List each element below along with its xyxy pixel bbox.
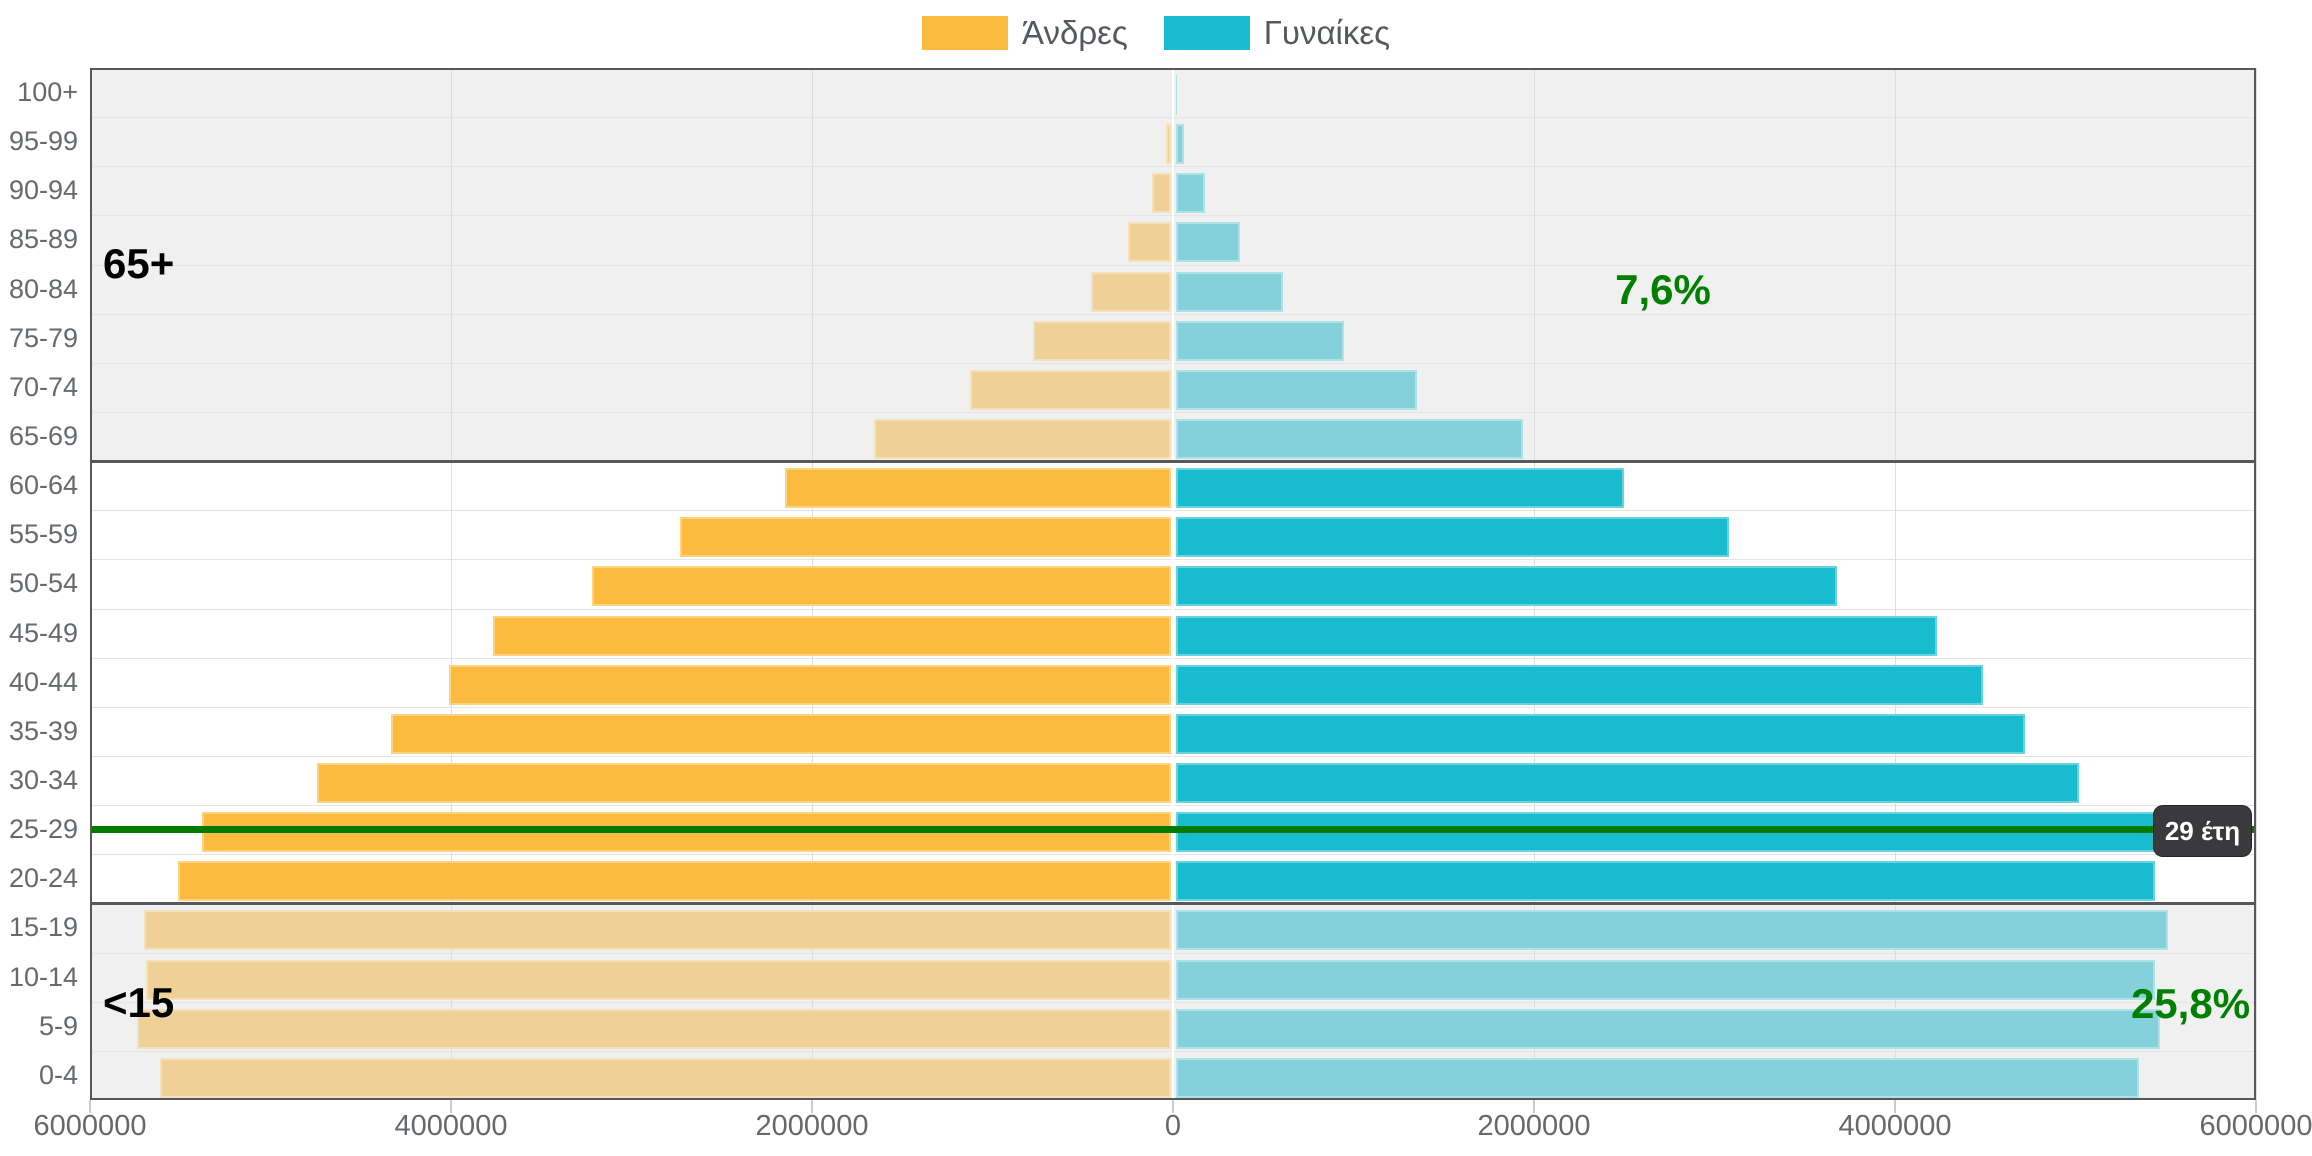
vertical-gridline — [2256, 68, 2257, 1100]
bar-female-10-14[interactable] — [1176, 959, 2155, 1000]
bar-male-40-44[interactable] — [449, 664, 1171, 705]
x-axis-label: 4000000 — [1838, 1110, 1952, 1142]
x-axis-tick — [1894, 1100, 1896, 1113]
x-axis-label: 4000000 — [394, 1110, 508, 1142]
bar-male-85-89[interactable] — [1127, 222, 1171, 263]
bar-female-55-59[interactable] — [1176, 517, 1729, 558]
band-divider-under15 — [90, 901, 2256, 905]
bar-female-70-74[interactable] — [1176, 369, 1417, 410]
y-axis-label-85-89: 85-89 — [8, 224, 78, 255]
bar-female-85-89[interactable] — [1176, 222, 1240, 263]
y-axis-label-20-24: 20-24 — [8, 863, 78, 894]
x-axis-label: 0 — [1164, 1110, 1182, 1142]
y-axis-label-15-19: 15-19 — [8, 912, 78, 943]
median-age-tooltip: 29 έτη — [2153, 805, 2252, 857]
women-color-swatch — [1163, 16, 1250, 50]
y-axis-label-55-59: 55-59 — [8, 519, 78, 550]
bar-male-80-84[interactable] — [1090, 271, 1171, 312]
bar-female-45-49[interactable] — [1176, 615, 1937, 656]
zero-gridline — [1172, 68, 1174, 1100]
vertical-gridline — [451, 68, 452, 1100]
legend-item-women[interactable]: Γυναίκες — [1163, 14, 1390, 52]
bar-female-95-99[interactable] — [1176, 124, 1184, 165]
bar-male-55-59[interactable] — [680, 517, 1171, 558]
y-axis-label-60-64: 60-64 — [8, 470, 78, 501]
y-axis-label-100+: 100+ — [17, 77, 78, 107]
median-age-line — [90, 826, 2256, 833]
x-axis-tick — [450, 1100, 452, 1113]
bar-male-90-94[interactable] — [1152, 173, 1171, 214]
bar-male-75-79[interactable] — [1033, 320, 1171, 361]
bar-male-0-4[interactable] — [160, 1057, 1171, 1098]
bar-male-70-74[interactable] — [969, 369, 1171, 410]
bar-male-45-49[interactable] — [492, 615, 1171, 656]
bar-male-30-34[interactable] — [317, 763, 1171, 803]
x-axis-tick — [1172, 1100, 1174, 1113]
x-axis-tick — [2255, 1100, 2257, 1113]
bar-female-75-79[interactable] — [1176, 320, 1345, 361]
legend-label-women: Γυναίκες — [1263, 14, 1390, 51]
bar-female-80-84[interactable] — [1176, 271, 1284, 312]
bar-female-40-44[interactable] — [1176, 664, 1984, 705]
y-axis-label-5-9: 5-9 — [38, 1010, 78, 1041]
y-axis-label-65-69: 65-69 — [8, 421, 78, 451]
y-axis-label-25-29: 25-29 — [8, 814, 78, 845]
band-label-under15: <15 — [103, 979, 175, 1026]
men-color-swatch — [922, 16, 1009, 50]
y-axis-label-70-74: 70-74 — [8, 371, 78, 402]
y-axis-label-10-14: 10-14 — [8, 961, 78, 992]
band-label-65plus: 65+ — [103, 240, 175, 287]
x-axis-label: 2000000 — [1477, 1110, 1591, 1142]
y-axis-label-75-79: 75-79 — [8, 322, 78, 353]
bar-male-35-39[interactable] — [391, 713, 1171, 754]
bar-female-15-19[interactable] — [1176, 910, 2168, 951]
bar-female-20-24[interactable] — [1176, 861, 2155, 902]
x-axis-tick — [89, 1100, 91, 1113]
bar-male-60-64[interactable] — [784, 468, 1171, 509]
y-axis-label-40-44: 40-44 — [8, 666, 78, 697]
percent-label-65plus: 7,6% — [1615, 266, 1711, 313]
bar-female-30-34[interactable] — [1176, 763, 2080, 803]
legend-label-men: Άνδρες — [1022, 14, 1128, 51]
bar-female-100+[interactable] — [1176, 75, 1177, 115]
bar-male-95-99[interactable] — [1165, 124, 1171, 165]
bar-female-90-94[interactable] — [1176, 173, 1206, 214]
bar-male-20-24[interactable] — [178, 861, 1171, 902]
bar-female-0-4[interactable] — [1176, 1057, 2139, 1098]
bar-male-15-19[interactable] — [144, 910, 1171, 951]
x-axis-label: 6000000 — [2199, 1110, 2312, 1142]
y-axis-label-30-34: 30-34 — [8, 765, 78, 795]
y-axis-label-50-54: 50-54 — [8, 568, 78, 599]
vertical-gridline — [90, 68, 91, 1100]
bar-male-10-14[interactable] — [145, 959, 1171, 1000]
bar-male-65-69[interactable] — [874, 419, 1171, 459]
y-axis-label-45-49: 45-49 — [8, 617, 78, 648]
y-axis-label-35-39: 35-39 — [8, 715, 78, 746]
x-axis-label: 6000000 — [33, 1110, 147, 1142]
y-axis-label-95-99: 95-99 — [8, 126, 78, 157]
x-axis-label: 2000000 — [755, 1110, 869, 1142]
legend: Άνδρες Γυναίκες — [0, 14, 2312, 52]
bar-female-35-39[interactable] — [1176, 713, 2025, 754]
x-axis-tick — [1533, 1100, 1535, 1113]
pyramid-plot-area: 65+ 7,6% <15 25,8% 29 έτη — [90, 68, 2257, 1100]
y-axis-label-80-84: 80-84 — [8, 273, 78, 304]
bar-female-5-9[interactable] — [1176, 1008, 2161, 1049]
percent-label-under15: 25,8% — [2130, 980, 2251, 1027]
vertical-gridline — [1895, 68, 1896, 1100]
bar-female-65-69[interactable] — [1176, 419, 1524, 459]
y-axis-label-0-4: 0-4 — [38, 1059, 78, 1090]
bar-male-50-54[interactable] — [591, 566, 1171, 607]
x-axis-tick — [811, 1100, 813, 1113]
band-divider-65plus — [90, 459, 2256, 463]
bar-female-60-64[interactable] — [1176, 468, 1625, 509]
y-axis-label-90-94: 90-94 — [8, 175, 78, 206]
legend-item-men[interactable]: Άνδρες — [922, 14, 1128, 52]
bar-male-5-9[interactable] — [136, 1008, 1171, 1049]
bar-female-50-54[interactable] — [1176, 566, 1838, 607]
